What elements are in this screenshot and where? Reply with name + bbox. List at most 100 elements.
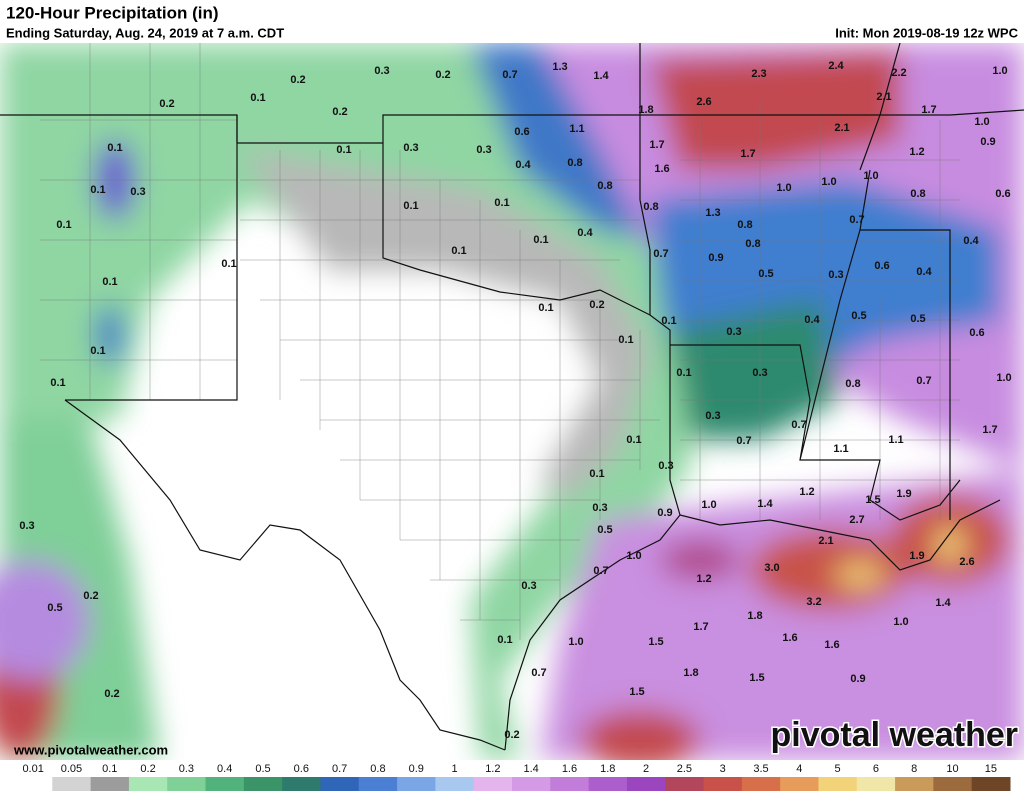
precip-value: 1.0 [821,176,836,188]
precip-value: 0.7 [531,667,546,679]
precip-value: 0.1 [451,245,466,257]
precip-value: 0.5 [758,268,773,280]
legend-label: 1.2 [485,763,500,775]
legend-label: 1 [451,763,457,775]
legend-label: 0.9 [409,763,424,775]
legend-swatch [205,777,245,791]
legend-swatch [741,777,781,791]
title: 120-Hour Precipitation (in) [6,3,219,22]
legend-label: 8 [911,763,917,775]
precip-value: 1.0 [893,616,908,628]
legend-swatch [167,777,207,791]
precip-value: 0.4 [515,159,531,171]
precip-value: 0.3 [705,410,720,422]
logo: pivotal weather [770,716,1018,754]
precip-value: 2.7 [849,514,864,526]
legend-label: 1.8 [600,763,615,775]
legend-label: 2.5 [677,763,692,775]
precip-value: 0.1 [661,315,676,327]
legend-swatch [320,777,360,791]
precip-value: 0.6 [969,327,984,339]
precip-value: 0.2 [290,74,305,86]
precip-value: 0.1 [56,219,71,231]
precip-value: 1.7 [921,104,936,116]
legend-swatch [90,777,130,791]
precip-value: 0.6 [995,188,1010,200]
website: www.pivotalweather.com [13,742,168,757]
precip-value: 0.2 [104,688,119,700]
precip-value: 0.1 [626,434,641,446]
precip-value: 0.1 [538,302,553,314]
precip-value: 1.2 [799,486,814,498]
legend-swatch [818,777,858,791]
precip-value: 1.1 [888,434,903,446]
precip-value: 1.3 [552,61,567,73]
precip-value: 0.8 [567,157,582,169]
precip-value: 1.3 [705,207,720,219]
legend-swatch [588,777,628,791]
legend-label: 0.2 [140,763,155,775]
init-time: Init: Mon 2019-08-19 12z WPC [835,25,1018,40]
legend-label: 3.5 [753,763,768,775]
precip-value: 2.3 [751,68,766,80]
precip-value: 1.8 [747,610,762,622]
legend-swatch [971,777,1011,791]
precip-value: 0.7 [849,214,864,226]
precip-value: 0.4 [916,266,932,278]
precip-value: 0.5 [597,524,612,536]
precip-value: 0.9 [708,252,723,264]
precip-value: 0.8 [845,378,860,390]
precip-value: 0.3 [726,326,741,338]
legend-label: 0.5 [255,763,270,775]
precip-value: 0.6 [874,260,889,272]
legend-label: 1.4 [524,763,539,775]
precip-value: 0.8 [910,188,925,200]
legend-swatch [358,777,398,791]
precip-value: 0.1 [403,200,418,212]
legend-label: 6 [873,763,879,775]
map: 1.3 1.4 2.3 2.4 2.2 1.0 0.2 0.3 0.2 0.7 0.2 0.1 0.2 2… [0,43,1024,760]
legend-label: 15 [985,763,997,775]
precip-labels: 1.3 1.4 2.3 2.4 2.2 1.0 0.2 0.3 0.2 0.7 0.2 0.1 0.2 2… [19,60,1011,741]
precip-value: 1.7 [693,621,708,633]
precip-value: 0.7 [653,248,668,260]
precip-value: 0.8 [737,219,752,231]
precip-value: 1.6 [654,163,669,175]
precip-value: 1.2 [696,573,711,585]
precip-value: 0.1 [336,144,351,156]
precip-value: 2.2 [891,67,906,79]
precip-value: 0.2 [332,106,347,118]
precip-value: 1.7 [649,139,664,151]
precip-value: 0.7 [916,375,931,387]
legend-label: 0.05 [61,763,82,775]
precip-value: 2.6 [959,556,974,568]
precip-value: 0.1 [90,345,105,357]
precip-value: 0.1 [497,634,512,646]
precip-value: 0.1 [107,142,122,154]
legend-label: 0.4 [217,763,232,775]
precip-value: 3.0 [764,562,779,574]
precip-value: 0.5 [47,602,62,614]
precip-value: 2.1 [876,91,891,103]
precip-value: 0.1 [533,234,548,246]
precip-value: 1.0 [974,116,989,128]
precip-value: 0.8 [597,180,612,192]
precip-value: 0.6 [514,126,529,138]
precip-value: 0.5 [851,310,866,322]
subtitle: Ending Saturday, Aug. 24, 2019 at 7 a.m.… [6,25,284,40]
precip-value: 1.0 [568,636,583,648]
precip-value: 2.6 [696,96,711,108]
legend-label: 2 [643,763,649,775]
precip-value: 1.5 [648,636,663,648]
precip-value: 0.3 [592,502,607,514]
legend-label: 1.6 [562,763,577,775]
precip-value: 2.1 [834,122,849,134]
header-bg [0,0,1024,43]
precip-value: 0.3 [403,142,418,154]
precip-value: 1.0 [863,170,878,182]
legend-label: 0.8 [370,763,385,775]
precip-value: 0.1 [50,377,65,389]
precip-value: 0.1 [589,468,604,480]
legend-swatch [626,777,666,791]
precip-value: 0.8 [643,201,658,213]
